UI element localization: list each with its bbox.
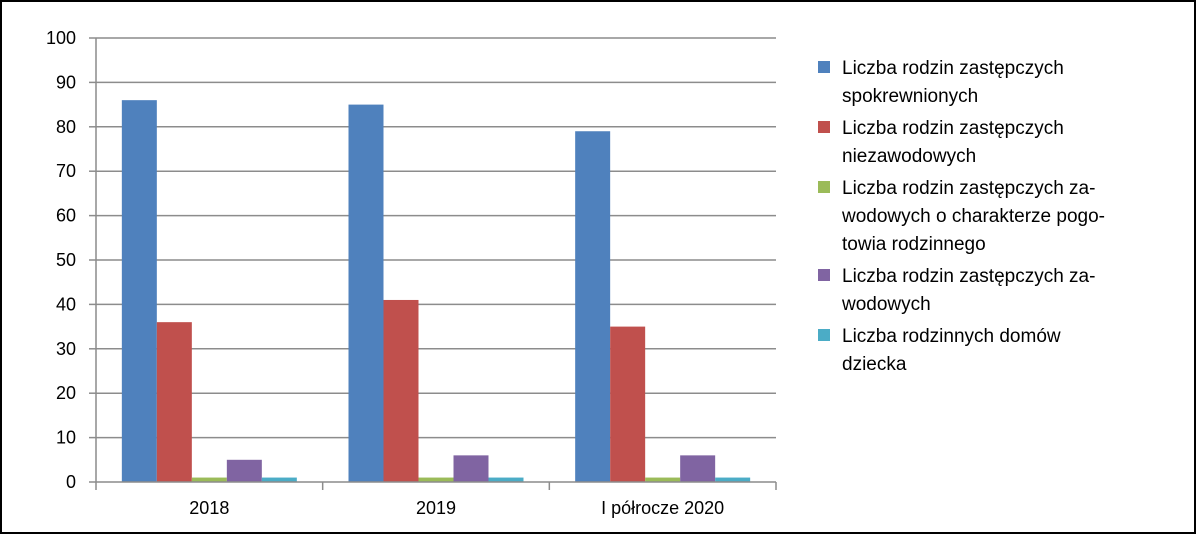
y-tick-label: 0 [66,472,76,492]
legend-label: Liczba rodzin zastępczych za- [842,178,1095,199]
axes [89,37,777,490]
legend-label: towia rodzinnego [842,234,986,255]
y-tick-label: 20 [56,383,76,403]
bars [121,100,751,483]
x-axis-ticks: 2018 2019 I półrocze 2020 [189,498,724,518]
y-tick-label: 40 [56,294,76,314]
legend-label: Liczba rodzin zastępczych [842,118,1064,139]
bar [121,100,157,482]
bar [610,326,646,482]
bar [575,131,611,483]
legend-swatch [818,269,830,281]
legend-swatch [818,329,830,341]
bar [453,455,489,482]
y-tick-label: 60 [56,206,76,226]
legend-item: Liczba rodzinnych domów dziecka [818,326,1061,375]
legend-item: Liczba rodzin zastępczych spokrewnionych [818,58,1064,107]
bar [156,322,192,482]
legend-item: Liczba rodzin zastępczych za-wodowych [818,266,1095,315]
legend-swatch [818,61,830,73]
legend-label: spokrewnionych [842,86,978,107]
y-tick-label: 80 [56,117,76,137]
legend-label: Liczba rodzinnych domów [842,326,1061,347]
bar [715,477,751,482]
legend-swatch [818,121,830,133]
y-tick-label: 10 [56,428,76,448]
legend-label: wodowych o charakterze pogo- [841,206,1105,227]
y-tick-label: 30 [56,339,76,359]
y-axis-ticks: 0 10 20 30 40 50 60 70 80 90 100 [46,28,76,492]
bar [261,477,297,482]
gridlines [96,37,776,439]
legend-swatch [818,181,830,193]
x-tick-label: 2018 [189,498,229,518]
bar [488,477,524,482]
bar [645,477,681,482]
legend-label: Liczba rodzin zastępczych za- [842,266,1095,287]
bar [383,299,419,482]
legend-label: niezawodowych [842,146,976,167]
y-tick-label: 70 [56,161,76,181]
y-tick-label: 50 [56,250,76,270]
legend-label: wodowych [841,294,931,315]
legend-item: Liczba rodzin zastępczych niezawodowych [818,118,1064,167]
legend-label: dziecka [842,354,907,375]
x-tick-label: 2019 [416,498,456,518]
bar [680,455,716,482]
bar [348,104,384,482]
legend: Liczba rodzin zastępczychspokrewnionychL… [818,58,1105,375]
bar [418,477,454,482]
x-tick-label: I półrocze 2020 [601,498,724,518]
bar [191,477,227,482]
bar [226,459,262,482]
legend-item: Liczba rodzin zastępczych za-wodowych o … [818,178,1105,255]
y-tick-label: 100 [46,28,76,48]
legend-label: Liczba rodzin zastępczych [842,58,1064,79]
y-tick-label: 90 [56,72,76,92]
